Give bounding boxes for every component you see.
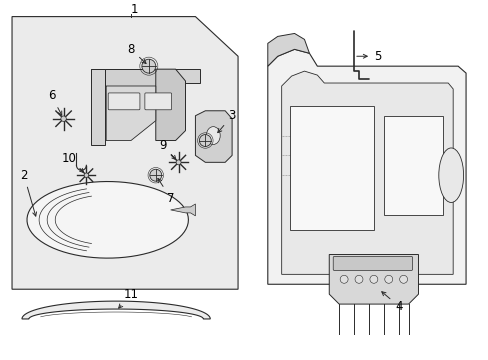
Polygon shape xyxy=(267,49,465,284)
Polygon shape xyxy=(91,69,105,145)
Polygon shape xyxy=(267,33,309,66)
Polygon shape xyxy=(12,17,238,289)
Text: 8: 8 xyxy=(127,43,146,63)
Polygon shape xyxy=(328,255,418,304)
Circle shape xyxy=(199,135,211,147)
Polygon shape xyxy=(289,106,373,230)
Polygon shape xyxy=(106,86,156,140)
Text: 9: 9 xyxy=(159,139,176,159)
Text: 3: 3 xyxy=(217,109,235,132)
Polygon shape xyxy=(105,69,165,86)
Circle shape xyxy=(384,275,392,283)
Polygon shape xyxy=(383,116,442,215)
Circle shape xyxy=(142,59,156,73)
Text: 7: 7 xyxy=(158,179,174,204)
Text: 5: 5 xyxy=(356,50,381,63)
Polygon shape xyxy=(156,69,185,140)
Text: 6: 6 xyxy=(48,89,61,115)
Text: 1: 1 xyxy=(130,3,138,16)
Circle shape xyxy=(340,275,347,283)
Circle shape xyxy=(354,275,362,283)
Circle shape xyxy=(176,160,181,165)
FancyBboxPatch shape xyxy=(108,93,140,110)
Polygon shape xyxy=(195,111,232,162)
Ellipse shape xyxy=(206,127,220,144)
Polygon shape xyxy=(27,181,188,258)
Polygon shape xyxy=(170,204,195,216)
Circle shape xyxy=(84,173,88,177)
Circle shape xyxy=(61,116,66,121)
Circle shape xyxy=(149,169,162,181)
FancyBboxPatch shape xyxy=(332,257,412,270)
Text: 10: 10 xyxy=(62,152,83,172)
Text: 2: 2 xyxy=(20,169,37,216)
Circle shape xyxy=(369,275,377,283)
Polygon shape xyxy=(91,69,200,83)
Polygon shape xyxy=(281,71,452,274)
FancyBboxPatch shape xyxy=(144,93,171,110)
Ellipse shape xyxy=(438,148,463,202)
Text: 4: 4 xyxy=(381,292,402,312)
Circle shape xyxy=(399,275,407,283)
Text: 11: 11 xyxy=(119,288,138,308)
Polygon shape xyxy=(22,301,210,319)
